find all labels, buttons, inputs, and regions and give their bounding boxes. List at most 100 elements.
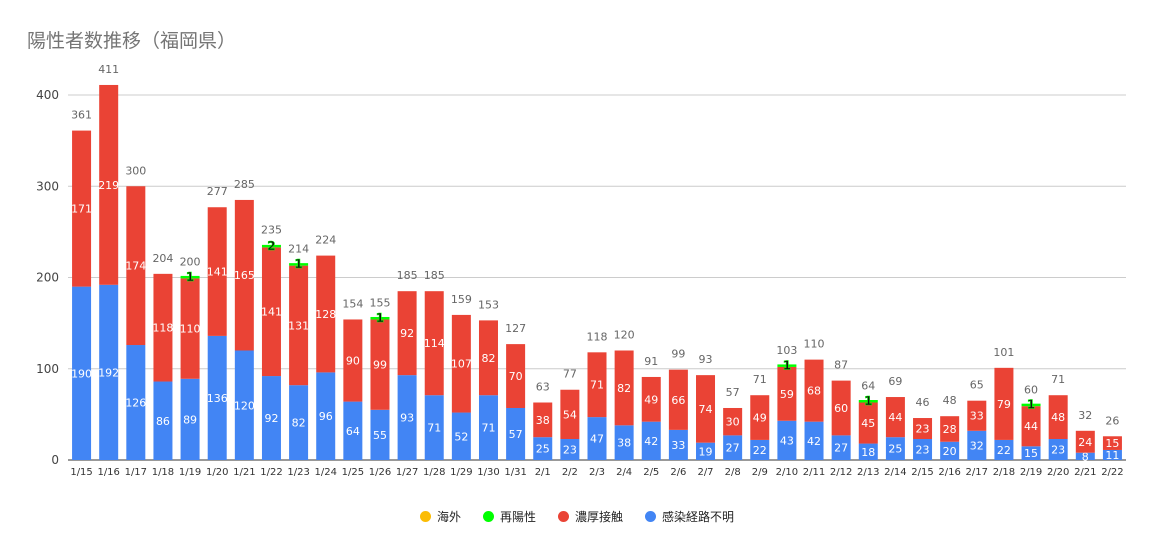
legend-item-close-contact: 濃厚接触: [558, 508, 623, 525]
legend-item-repositive: 再陽性: [482, 508, 536, 525]
bar-data-label: 1: [294, 257, 302, 271]
bar-data-label: 27: [834, 442, 848, 455]
bar-total-label: 154: [342, 297, 363, 310]
bar-segment-unknown-route: [343, 401, 363, 460]
bar-segment-unknown-route: [614, 425, 634, 460]
bar-segment-unknown-route: [126, 345, 146, 460]
bar-total-label: 185: [397, 269, 418, 282]
bar-data-label: 92: [400, 327, 414, 340]
bar-data-label: 48: [1051, 411, 1065, 424]
bar-total-label: 77: [563, 368, 577, 381]
bar-segment-unknown-route: [424, 395, 444, 460]
bar-data-label: 71: [590, 379, 604, 392]
bar-segment-unknown-route: [533, 437, 553, 460]
legend-label-unknown-route: 感染経路不明: [662, 510, 735, 524]
bar-data-label: 55: [373, 429, 387, 442]
bar-segment-unknown-route: [99, 284, 119, 460]
bar-segment-unknown-route: [506, 407, 526, 460]
legend-label-overseas: 海外: [436, 510, 461, 524]
x-tick-label: 1/19: [179, 467, 201, 478]
bar-segment-unknown-route: [668, 429, 688, 460]
bar-segment-close-contact: [478, 320, 498, 396]
bar-total-label: 57: [726, 386, 740, 399]
x-tick-label: 1/26: [369, 467, 391, 478]
bar-segment-close-contact: [560, 389, 580, 440]
bar-data-label: 11: [1105, 449, 1119, 462]
bar-segment-unknown-route: [831, 435, 851, 460]
legend-label-close-contact: 濃厚接触: [575, 510, 624, 524]
bar-data-label: 15: [1105, 437, 1119, 450]
legend-item-overseas: 海外: [419, 508, 461, 525]
bar-data-label: 22: [753, 444, 767, 457]
bar-data-label: 1: [376, 311, 384, 325]
bar-total-label: 46: [916, 396, 930, 409]
bar-data-label: 30: [726, 416, 740, 429]
bar-data-label: 96: [319, 410, 333, 423]
bar-data-label: 33: [970, 410, 984, 423]
bar-data-label: 23: [916, 423, 930, 436]
bar-data-label: 82: [292, 417, 306, 430]
bar-total-label: 411: [98, 63, 119, 76]
x-tick-label: 1/23: [287, 467, 309, 478]
bar-segment-unknown-route: [234, 350, 254, 460]
bar-data-label: 19: [699, 445, 713, 458]
bar-total-label: 63: [536, 381, 550, 394]
x-tick-label: 1/15: [70, 467, 92, 478]
y-tick-label: 0: [51, 453, 59, 467]
bar-data-label: 20: [943, 445, 957, 458]
bar-total-label: 93: [699, 353, 713, 366]
bar-data-label: 92: [264, 412, 278, 425]
x-tick-label: 2/2: [562, 467, 578, 478]
bar-segment-close-contact: [153, 273, 173, 382]
x-tick-label: 2/19: [1020, 467, 1042, 478]
bar-data-label: 114: [424, 337, 445, 350]
bar-total-label: 32: [1078, 409, 1092, 422]
bar-data-label: 28: [943, 423, 957, 436]
bar-segment-close-contact: [696, 375, 716, 443]
bar-segment-close-contact: [234, 199, 254, 351]
bar-data-label: 1: [186, 270, 194, 284]
bar-data-label: 90: [346, 355, 360, 368]
legend-swatch-unknown-route: [645, 511, 657, 522]
bar-data-label: 49: [644, 393, 658, 406]
bar-segment-repositive: [1021, 403, 1041, 407]
bar-data-label: 32: [970, 439, 984, 452]
bar-segment-unknown-route: [858, 443, 878, 460]
bar-data-label: 22: [997, 444, 1011, 457]
bar-data-label: 52: [454, 430, 468, 443]
bar-data-label: 43: [780, 434, 794, 447]
stacked-bar-chart: 01002003004001901713611/151922194111/161…: [36, 63, 1126, 478]
bar-segment-close-contact: [587, 352, 607, 418]
bar-data-label: 71: [481, 422, 495, 435]
bar-segment-unknown-route: [560, 439, 580, 460]
bar-data-label: 33: [671, 439, 685, 452]
bar-data-label: 71: [427, 422, 441, 435]
bar-data-label: 82: [617, 382, 631, 395]
bar-data-label: 8: [1082, 450, 1089, 463]
x-tick-label: 2/15: [911, 467, 933, 478]
x-tick-label: 2/7: [697, 467, 713, 478]
x-tick-label: 2/17: [966, 467, 988, 478]
bar-total-label: 118: [587, 330, 608, 343]
bar-total-label: 26: [1105, 414, 1119, 427]
bar-data-label: 49: [753, 412, 767, 425]
x-tick-label: 1/17: [125, 467, 147, 478]
bar-segment-unknown-route: [994, 439, 1014, 460]
bar-total-label: 65: [970, 379, 984, 392]
y-tick-label: 200: [36, 271, 59, 285]
bar-segment-close-contact: [180, 278, 200, 379]
legend-label-repositive: 再陽性: [499, 510, 536, 524]
bar-segment-repositive: [777, 364, 797, 367]
x-tick-label: 2/10: [776, 467, 798, 478]
x-tick-label: 1/27: [396, 467, 418, 478]
bar-total-label: 300: [125, 164, 146, 177]
bar-segment-close-contact: [668, 369, 688, 430]
x-tick-label: 2/6: [670, 467, 686, 478]
bar-data-label: 190: [71, 367, 92, 380]
x-tick-label: 1/29: [450, 467, 472, 478]
bar-total-label: 185: [424, 269, 445, 282]
bar-segment-unknown-route: [207, 335, 227, 460]
bar-data-label: 70: [509, 370, 523, 383]
bar-segment-close-contact: [994, 367, 1014, 440]
bar-data-label: 15: [1024, 447, 1038, 460]
